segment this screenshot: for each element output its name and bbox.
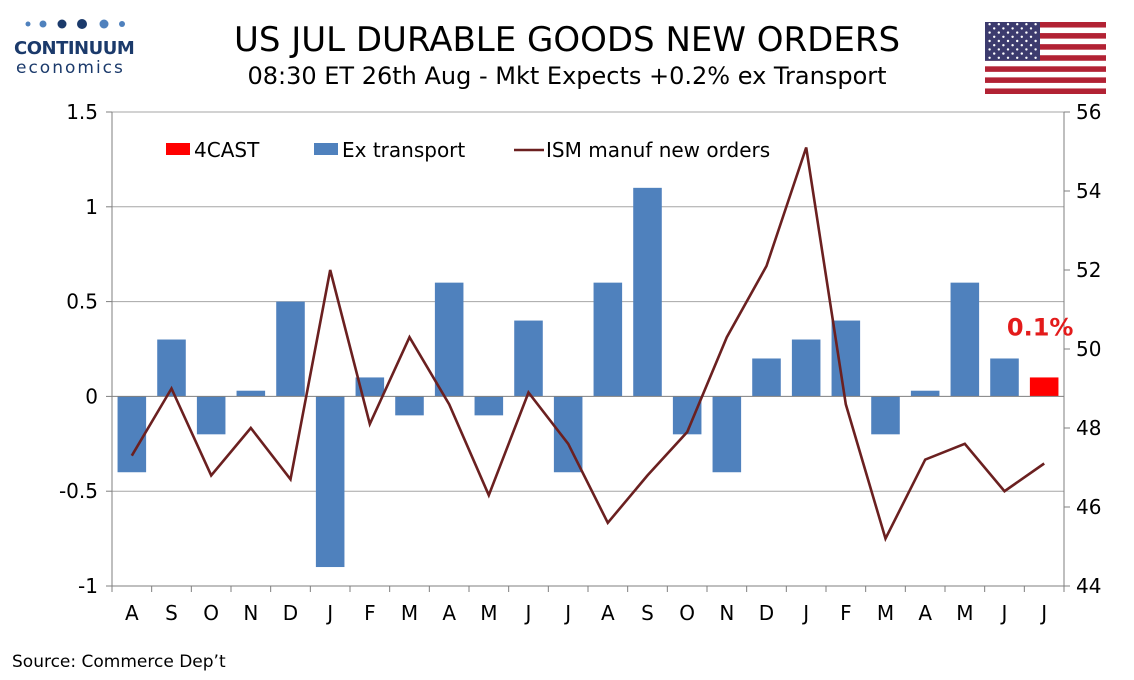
ex-transport-bar bbox=[236, 390, 266, 397]
legend-label: ISM manuf new orders bbox=[546, 138, 770, 162]
ism-new-orders-line bbox=[130, 147, 1045, 543]
ex-transport-bar bbox=[117, 396, 147, 473]
logo-subtitle: economics bbox=[16, 58, 125, 78]
ex-transport-bar bbox=[553, 396, 583, 473]
ex-transport-bar bbox=[633, 187, 662, 397]
ex-transport-bar bbox=[950, 282, 980, 397]
forecast-annotation: 0.1% bbox=[1007, 313, 1074, 341]
category-label: F bbox=[840, 601, 852, 625]
ex-transport-bar bbox=[276, 301, 305, 397]
category-label: N bbox=[243, 601, 258, 625]
logo-dots-icon bbox=[25, 19, 125, 29]
category-label: J bbox=[563, 601, 571, 625]
category-label: M bbox=[877, 601, 894, 625]
right-tick-label: 50 bbox=[1076, 337, 1101, 361]
left-tick-label: 0.5 bbox=[66, 290, 98, 314]
ism-line bbox=[130, 147, 1045, 543]
ex-transport-bar bbox=[990, 358, 1019, 397]
source-note: Source: Commerce Dep’t bbox=[12, 652, 226, 672]
left-tick-label: -1 bbox=[78, 574, 98, 598]
right-tick-label: 44 bbox=[1076, 574, 1101, 598]
gridlines bbox=[112, 111, 1064, 587]
ex-transport-bar bbox=[752, 358, 781, 397]
category-label: J bbox=[801, 601, 809, 625]
legend-label: 4CAST bbox=[194, 138, 260, 162]
category-label: N bbox=[719, 601, 734, 625]
category-label: J bbox=[325, 601, 333, 625]
ex-transport-bar bbox=[395, 396, 424, 416]
us-flag-icon bbox=[985, 22, 1106, 94]
logo-name: CONTINUUM bbox=[14, 38, 135, 59]
ex-transport-bar bbox=[196, 396, 226, 435]
ex-transport-bar bbox=[672, 396, 702, 435]
category-label: M bbox=[401, 601, 418, 625]
ex-transport-bar bbox=[315, 396, 345, 568]
category-label: A bbox=[601, 601, 615, 625]
right-tick-label: 56 bbox=[1076, 100, 1101, 124]
category-label: M bbox=[480, 601, 497, 625]
ex-transport-bar bbox=[910, 390, 940, 397]
category-label: O bbox=[679, 601, 695, 625]
category-label: D bbox=[283, 601, 298, 625]
right-tick-label: 54 bbox=[1076, 179, 1101, 203]
ex-transport-bar bbox=[831, 320, 861, 397]
right-tick-label: 48 bbox=[1076, 416, 1101, 440]
ex-transport-bar bbox=[791, 339, 821, 397]
category-label: J bbox=[1039, 601, 1047, 625]
category-label: A bbox=[125, 601, 139, 625]
ex-transport-bar bbox=[593, 282, 623, 397]
category-label: S bbox=[165, 601, 178, 625]
ex-transport-bar bbox=[871, 396, 900, 435]
category-label: F bbox=[364, 601, 376, 625]
category-label: A bbox=[918, 601, 932, 625]
legend-swatch bbox=[314, 143, 338, 155]
axes bbox=[106, 111, 1070, 592]
legend-swatch bbox=[166, 143, 190, 155]
left-tick-label: 1.5 bbox=[66, 100, 98, 124]
bars bbox=[117, 187, 1059, 568]
category-label: A bbox=[442, 601, 456, 625]
ex-transport-bar bbox=[514, 320, 543, 397]
left-tick-label: 0 bbox=[85, 384, 98, 408]
category-label: D bbox=[759, 601, 774, 625]
ex-transport-bar bbox=[712, 396, 742, 473]
ex-transport-bar bbox=[474, 396, 504, 416]
left-tick-label: -0.5 bbox=[59, 479, 98, 503]
right-tick-label: 52 bbox=[1076, 258, 1101, 282]
right-tick-label: 46 bbox=[1076, 495, 1101, 519]
legend-label: Ex transport bbox=[342, 138, 465, 162]
category-label: J bbox=[1000, 601, 1008, 625]
legend: 4CAST Ex transport ISM manuf new orders bbox=[166, 138, 770, 162]
forecast-bar bbox=[1029, 377, 1059, 397]
chart-title: US JUL DURABLE GOODS NEW ORDERS bbox=[233, 20, 901, 60]
category-label: O bbox=[203, 601, 219, 625]
category-label: S bbox=[641, 601, 654, 625]
chart-subtitle: 08:30 ET 26th Aug - Mkt Expects +0.2% ex… bbox=[247, 62, 887, 90]
category-label: M bbox=[956, 601, 973, 625]
left-tick-label: 1 bbox=[85, 195, 98, 219]
category-label: J bbox=[524, 601, 532, 625]
ex-transport-bar bbox=[434, 282, 464, 397]
